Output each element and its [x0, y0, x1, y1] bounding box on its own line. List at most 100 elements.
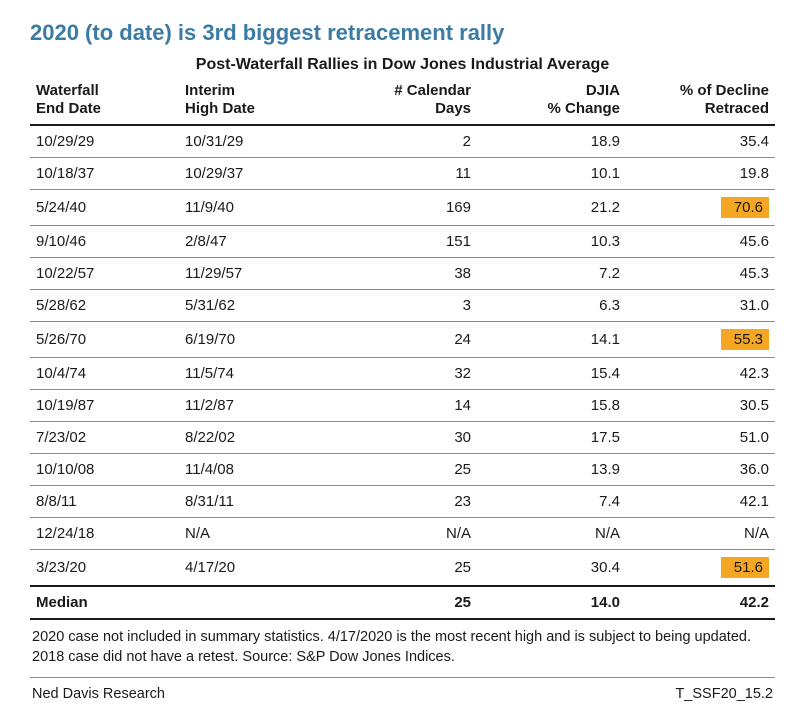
table-row: 12/24/18N/AN/AN/AN/A [30, 518, 775, 550]
col-header-line: Waterfall [36, 82, 99, 99]
col-header-line: Interim [185, 82, 235, 99]
cell-end-date: 3/23/20 [30, 550, 179, 587]
cell-days: 24 [328, 322, 477, 358]
cell-retraced: 45.3 [626, 258, 775, 290]
col-header-line: Days [435, 100, 471, 117]
cell-retraced: N/A [626, 518, 775, 550]
summary-ret: 42.2 [626, 586, 775, 619]
col-header-line: High Date [185, 100, 255, 117]
table-row: 8/8/118/31/11237.442.1 [30, 486, 775, 518]
cell-interim-high: 10/31/29 [179, 125, 328, 158]
cell-retraced: 19.8 [626, 158, 775, 190]
footer-right: T_SSF20_15.2 [675, 686, 773, 702]
cell-days: 25 [328, 550, 477, 587]
col-header-line: % of Decline [680, 82, 769, 99]
cell-interim-high: N/A [179, 518, 328, 550]
cell-days: 23 [328, 486, 477, 518]
col-header-djia-change: DJIA % Change [477, 78, 626, 125]
cell-days: 11 [328, 158, 477, 190]
table-row: 10/22/5711/29/57387.245.3 [30, 258, 775, 290]
cell-djia-change: 15.8 [477, 390, 626, 422]
col-header-interim-high: Interim High Date [179, 78, 328, 125]
footer-left: Ned Davis Research [32, 686, 165, 702]
cell-days: 151 [328, 226, 477, 258]
col-header-line: End Date [36, 100, 101, 117]
highlight-badge: 51.6 [721, 557, 769, 578]
col-header-line: # Calendar [394, 82, 471, 99]
cell-interim-high: 11/29/57 [179, 258, 328, 290]
cell-end-date: 10/18/37 [30, 158, 179, 190]
cell-djia-change: 21.2 [477, 190, 626, 226]
table-row: 10/29/2910/31/29218.935.4 [30, 125, 775, 158]
cell-interim-high: 6/19/70 [179, 322, 328, 358]
cell-days: 30 [328, 422, 477, 454]
footnote-text: 2020 case not included in summary statis… [30, 620, 775, 678]
cell-retraced: 30.5 [626, 390, 775, 422]
table-row: 5/28/625/31/6236.331.0 [30, 290, 775, 322]
cell-retraced: 36.0 [626, 454, 775, 486]
cell-retraced: 55.3 [626, 322, 775, 358]
table-subtitle: Post-Waterfall Rallies in Dow Jones Indu… [30, 56, 775, 74]
cell-djia-change: 6.3 [477, 290, 626, 322]
cell-djia-change: 13.9 [477, 454, 626, 486]
cell-djia-change: N/A [477, 518, 626, 550]
summary-blank [179, 586, 328, 619]
cell-djia-change: 17.5 [477, 422, 626, 454]
cell-djia-change: 18.9 [477, 125, 626, 158]
table-row: 10/10/0811/4/082513.936.0 [30, 454, 775, 486]
cell-end-date: 12/24/18 [30, 518, 179, 550]
summary-chg: 14.0 [477, 586, 626, 619]
cell-days: N/A [328, 518, 477, 550]
highlight-badge: 70.6 [721, 197, 769, 218]
table-row: 3/23/204/17/202530.4 51.6 [30, 550, 775, 587]
table-row: 10/19/8711/2/871415.830.5 [30, 390, 775, 422]
cell-end-date: 9/10/46 [30, 226, 179, 258]
table-row: 5/26/706/19/702414.155.3 [30, 322, 775, 358]
cell-end-date: 5/28/62 [30, 290, 179, 322]
cell-interim-high: 11/9/40 [179, 190, 328, 226]
table-row: 9/10/462/8/4715110.345.6 [30, 226, 775, 258]
cell-retraced: 51.0 [626, 422, 775, 454]
table-row: 7/23/028/22/023017.551.0 [30, 422, 775, 454]
cell-retraced: 70.6 [626, 190, 775, 226]
cell-days: 14 [328, 390, 477, 422]
cell-interim-high: 4/17/20 [179, 550, 328, 587]
page-title: 2020 (to date) is 3rd biggest retracemen… [30, 20, 775, 46]
cell-djia-change: 15.4 [477, 358, 626, 390]
cell-djia-change: 10.3 [477, 226, 626, 258]
cell-days: 2 [328, 125, 477, 158]
col-header-line: % Change [547, 100, 620, 117]
col-header-line: Retraced [705, 100, 769, 117]
cell-djia-change: 7.2 [477, 258, 626, 290]
cell-retraced: 31.0 [626, 290, 775, 322]
cell-end-date: 10/4/74 [30, 358, 179, 390]
cell-djia-change: 14.1 [477, 322, 626, 358]
cell-interim-high: 8/31/11 [179, 486, 328, 518]
cell-days: 169 [328, 190, 477, 226]
highlight-badge: 55.3 [721, 329, 769, 350]
col-header-line: DJIA [586, 82, 620, 99]
cell-djia-change: 30.4 [477, 550, 626, 587]
cell-end-date: 7/23/02 [30, 422, 179, 454]
col-header-days: # Calendar Days [328, 78, 477, 125]
cell-retraced: 42.3 [626, 358, 775, 390]
cell-end-date: 8/8/11 [30, 486, 179, 518]
cell-days: 38 [328, 258, 477, 290]
summary-label: Median [30, 586, 179, 619]
cell-retraced: 51.6 [626, 550, 775, 587]
cell-interim-high: 5/31/62 [179, 290, 328, 322]
cell-end-date: 10/29/29 [30, 125, 179, 158]
cell-end-date: 10/10/08 [30, 454, 179, 486]
cell-end-date: 10/22/57 [30, 258, 179, 290]
table-row: 10/18/3710/29/371110.119.8 [30, 158, 775, 190]
summary-days: 25 [328, 586, 477, 619]
cell-end-date: 5/24/40 [30, 190, 179, 226]
cell-interim-high: 10/29/37 [179, 158, 328, 190]
table-summary-row: Median 25 14.0 42.2 [30, 586, 775, 619]
cell-interim-high: 11/2/87 [179, 390, 328, 422]
cell-interim-high: 11/4/08 [179, 454, 328, 486]
col-header-retraced: % of Decline Retraced [626, 78, 775, 125]
cell-interim-high: 11/5/74 [179, 358, 328, 390]
col-header-end-date: Waterfall End Date [30, 78, 179, 125]
cell-retraced: 35.4 [626, 125, 775, 158]
